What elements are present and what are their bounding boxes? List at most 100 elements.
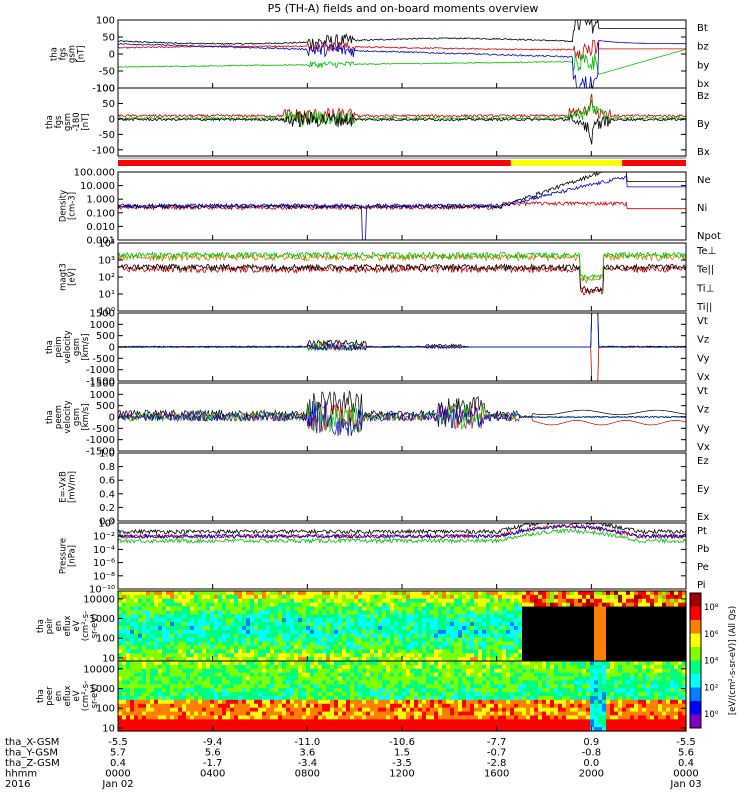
spectrogram-cell xyxy=(578,699,583,705)
spectrogram-cell xyxy=(326,727,331,732)
spectrogram-cell xyxy=(554,614,559,619)
spectrogram-cell xyxy=(162,672,167,678)
spectrogram-cell xyxy=(394,598,399,604)
spectrogram-cell xyxy=(582,657,587,662)
spectrogram-cell xyxy=(646,649,651,654)
spectrogram-cell xyxy=(234,703,239,709)
spectrogram-cell xyxy=(258,633,263,639)
spectrogram-cell xyxy=(378,618,383,623)
spectrogram-cell xyxy=(586,606,591,612)
spectrogram-cell xyxy=(202,633,207,639)
spectrogram-cell xyxy=(530,645,535,650)
spectrogram-cell xyxy=(382,618,387,623)
spectrogram-cell xyxy=(386,649,391,654)
spectrogram-cell xyxy=(262,672,267,678)
spectrogram-cell xyxy=(402,602,407,608)
spectrogram-cell xyxy=(390,684,395,689)
spectrogram-cell xyxy=(266,602,271,608)
spectrogram-cell xyxy=(246,633,251,639)
spectrogram-cell xyxy=(282,699,287,705)
spectrogram-cell xyxy=(670,602,675,608)
spectrogram-cell xyxy=(286,591,291,596)
spectrogram-cell xyxy=(278,699,283,705)
spectrogram-cell xyxy=(130,653,135,658)
spectrogram-cell xyxy=(410,602,415,608)
spectrogram-cell xyxy=(630,629,635,635)
spectrogram-cell xyxy=(146,696,151,701)
spectrogram-cell xyxy=(178,633,183,639)
spectrogram-cell xyxy=(498,629,503,635)
spectrogram-cell xyxy=(198,699,203,705)
spectrogram-cell xyxy=(202,680,207,685)
spectrogram-cell xyxy=(486,610,491,615)
spectrogram-cell xyxy=(490,645,495,650)
spectrogram-cell xyxy=(138,626,143,631)
spectrogram-cell xyxy=(378,676,383,682)
spectrogram-cell xyxy=(386,645,391,650)
spectrogram-cell xyxy=(346,657,351,662)
spectrogram-cell xyxy=(542,699,547,705)
spectrogram-cell xyxy=(438,629,443,635)
spectrogram-cell xyxy=(550,664,555,670)
spectrogram-cell xyxy=(526,672,531,678)
spectrogram-cell xyxy=(502,618,507,623)
spectrogram-cell xyxy=(250,657,255,662)
spectrogram-cell xyxy=(278,594,283,600)
spectrogram-cell xyxy=(514,629,519,635)
spectrogram-cell xyxy=(134,622,139,627)
spectrogram-cell xyxy=(538,622,543,627)
spectrogram-cell xyxy=(334,602,339,608)
spectrogram-cell xyxy=(466,637,471,643)
spectrogram-cell xyxy=(522,618,527,623)
spectrogram-cell xyxy=(354,723,359,728)
spectrogram-cell xyxy=(530,602,535,608)
spectrogram-cell xyxy=(442,645,447,650)
spectrogram-cell xyxy=(674,602,679,608)
spectrogram-cell xyxy=(454,711,459,717)
spectrogram-cell xyxy=(162,723,167,728)
spectrogram-cell xyxy=(662,602,667,608)
spectrogram-cell xyxy=(546,633,551,639)
spectrogram-cell xyxy=(330,598,335,604)
spectrogram-cell xyxy=(474,594,479,600)
spectrogram-cell xyxy=(602,598,607,604)
spectrogram-cell xyxy=(538,598,543,604)
spectrogram-cell xyxy=(538,591,543,596)
spectrogram-cell xyxy=(622,629,627,635)
spectrogram-cell xyxy=(446,723,451,728)
spectrogram-cell xyxy=(342,680,347,685)
spectrogram-cell xyxy=(510,614,515,619)
spectrogram-cell xyxy=(302,703,307,709)
spectrogram-cell xyxy=(658,653,663,658)
spectrogram-cell xyxy=(234,637,239,643)
spectrogram-cell xyxy=(314,668,319,674)
spectrogram-cell xyxy=(558,649,563,654)
spectrogram-cell xyxy=(298,649,303,654)
spectrogram-cell xyxy=(414,626,419,631)
spectrogram-cell xyxy=(426,664,431,670)
spectrogram-cell xyxy=(186,668,191,674)
spectrogram-cell xyxy=(290,727,295,732)
spectrogram-cell xyxy=(502,664,507,670)
spectrogram-cell xyxy=(486,715,491,720)
spectrogram-cell xyxy=(562,672,567,678)
spectrogram-cell xyxy=(234,633,239,639)
spectrogram-cell xyxy=(134,676,139,682)
spectrogram-cell xyxy=(458,688,463,693)
spectrogram-cell xyxy=(570,699,575,705)
spectrogram-cell xyxy=(358,707,363,713)
spectrogram-cell xyxy=(566,661,571,666)
spectrogram-cell xyxy=(570,664,575,670)
spectrogram-cell xyxy=(670,606,675,612)
spectrogram-cell xyxy=(286,598,291,604)
spectrogram-cell xyxy=(606,610,611,615)
spectrogram-cell xyxy=(338,696,343,701)
spectrogram-cell xyxy=(362,649,367,654)
spectrogram-cell xyxy=(474,591,479,596)
spectrogram-cell xyxy=(526,645,531,650)
spectrogram-cell xyxy=(534,594,539,600)
spectrogram-cell xyxy=(570,649,575,654)
legend-Ey: Ey xyxy=(697,484,709,495)
spectrogram-cell xyxy=(150,606,155,612)
spectrogram-cell xyxy=(634,622,639,627)
